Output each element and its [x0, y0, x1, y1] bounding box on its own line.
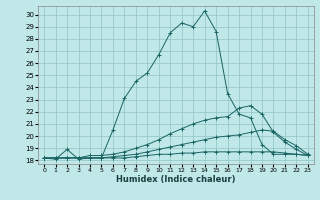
X-axis label: Humidex (Indice chaleur): Humidex (Indice chaleur) — [116, 175, 236, 184]
